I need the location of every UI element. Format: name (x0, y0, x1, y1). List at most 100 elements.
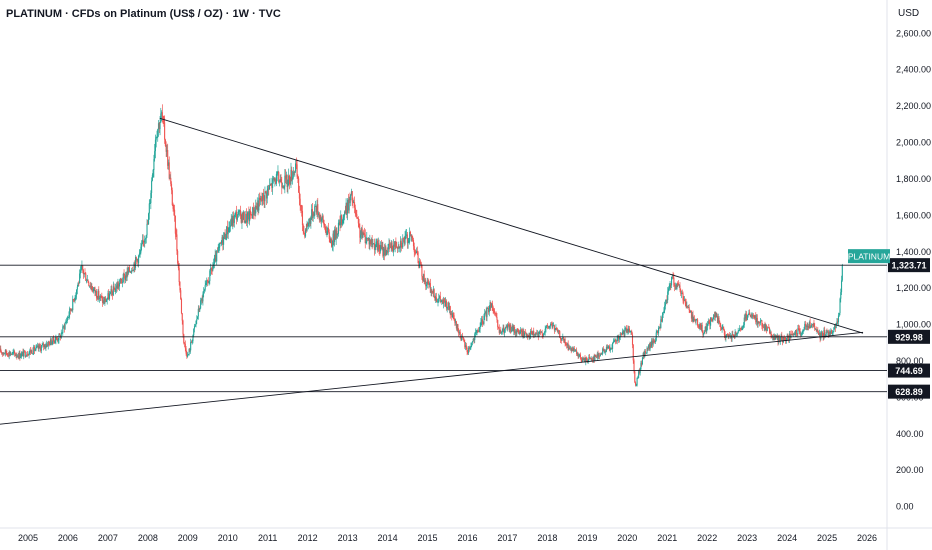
candle-body (168, 162, 170, 179)
candle-body (617, 336, 619, 339)
candle-body (219, 242, 221, 247)
candle-body (170, 183, 173, 191)
candle-body (367, 238, 369, 240)
candle-body (193, 328, 195, 336)
candle-body (151, 175, 153, 181)
candle-body (0, 348, 2, 353)
candle-body (98, 290, 100, 299)
candle-body (532, 331, 534, 335)
candle-body (823, 330, 825, 338)
candle-body (693, 318, 696, 321)
candle-body (553, 325, 555, 327)
candle-body (516, 328, 518, 334)
candle-body (694, 320, 696, 322)
candle-body (323, 220, 325, 226)
candle-body (63, 326, 65, 329)
candle-body (620, 333, 622, 335)
candle-body (391, 242, 393, 250)
candle-body (496, 316, 498, 320)
candle-body (833, 327, 835, 332)
candle-body (210, 268, 212, 271)
candle-body (311, 209, 313, 218)
candle-body (346, 202, 348, 214)
candle-body (526, 334, 528, 336)
candle-body (250, 214, 252, 216)
candle-body (834, 325, 836, 329)
candle-body (337, 233, 339, 235)
candle-body (180, 290, 182, 300)
trendline-descending[interactable] (159, 117, 864, 334)
candle-body (575, 350, 577, 352)
candle-body (386, 250, 388, 256)
candle-body (438, 298, 440, 302)
candle-body (309, 219, 311, 224)
candle-body (578, 355, 580, 357)
candle-body (740, 328, 742, 330)
candle-body (56, 337, 58, 339)
candle-body (63, 326, 65, 328)
level-badge (888, 363, 930, 378)
candle-body (717, 317, 719, 323)
candle-body (759, 321, 761, 324)
candle-body (379, 249, 381, 252)
candle-body (441, 300, 443, 302)
candle-body (308, 222, 310, 227)
level-badge (888, 384, 930, 399)
candle-body (511, 326, 513, 331)
candle-body (695, 319, 697, 322)
candle-body (491, 303, 493, 308)
candle-body (358, 223, 360, 228)
currency-label[interactable]: USD (898, 8, 920, 19)
candle-body (815, 329, 817, 331)
candle-body (709, 322, 711, 326)
candle-body (214, 254, 216, 258)
candle-body (685, 302, 687, 306)
candle-body (275, 179, 277, 184)
candle-body (543, 332, 545, 334)
candle-body (478, 331, 480, 333)
candle-body (597, 353, 599, 357)
candle-body (333, 233, 335, 242)
candle-body (118, 282, 121, 287)
candle-body (221, 237, 223, 244)
candle-body (74, 297, 76, 301)
candle-body (677, 283, 679, 286)
candle-body (433, 289, 435, 297)
candle-body (279, 178, 281, 182)
x-tick-label: 2012 (298, 533, 318, 543)
candle-body (406, 234, 408, 236)
candle-body (225, 238, 227, 240)
candle-body (473, 339, 475, 341)
candle-body (75, 294, 77, 298)
candle-body (549, 325, 551, 327)
candle-body (547, 326, 549, 328)
candle-body (499, 330, 501, 333)
y-tick-label: 0.00 (896, 502, 914, 512)
candle-body (43, 344, 45, 348)
candle-body (235, 211, 237, 214)
candle-body (390, 242, 392, 248)
time-axis[interactable]: 2005 2006 2007 2008 2009 2010 2011 2012 2013 2014… (18, 533, 877, 543)
candle-body (65, 321, 67, 324)
candle-body (692, 314, 694, 322)
candle-body (151, 180, 153, 193)
x-tick-label: 2011 (258, 533, 277, 543)
candle-body (506, 325, 508, 329)
level-badges: 1,323.71 929.98 744.69 628.89 PLATINUM (848, 249, 930, 399)
candle-body (360, 234, 362, 238)
x-tick-label: 2005 (18, 533, 38, 543)
candle-body (299, 198, 301, 206)
candle-body (485, 311, 487, 318)
candle-body (321, 216, 323, 220)
candle-body (10, 354, 12, 355)
candle-body (59, 334, 61, 336)
candle-body (569, 347, 572, 349)
candle-body (601, 353, 603, 355)
candle-body (353, 202, 355, 203)
trendline-ascending[interactable] (0, 331, 864, 425)
candle-body (656, 331, 658, 333)
candle-body (164, 139, 166, 147)
candle-body (422, 276, 424, 281)
candle-body (34, 349, 36, 351)
